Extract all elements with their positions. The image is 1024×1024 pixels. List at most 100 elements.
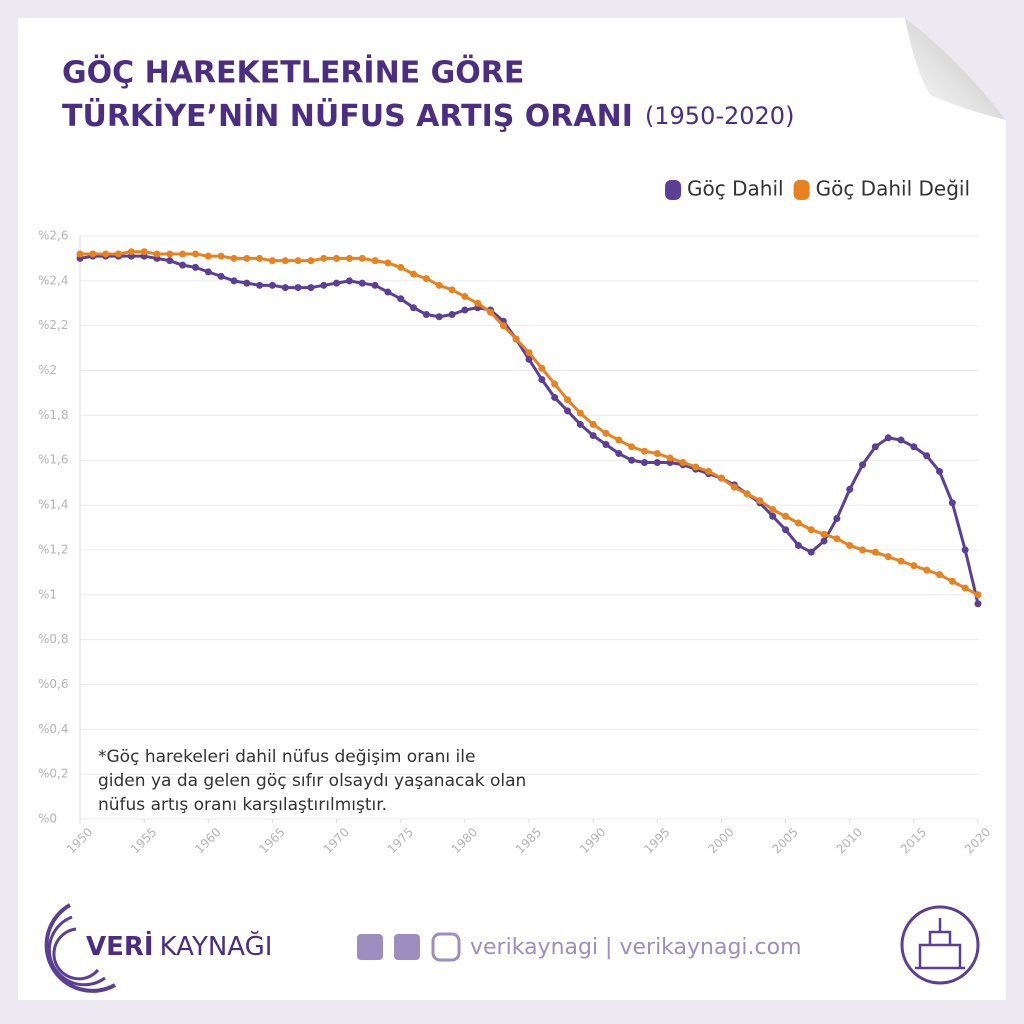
data-point [487, 308, 495, 316]
data-point [307, 257, 315, 265]
data-point [230, 277, 238, 285]
data-point [807, 526, 815, 534]
data-point [410, 270, 418, 278]
y-tick-label: %2,2 [38, 318, 69, 332]
data-point [948, 499, 956, 507]
data-point [358, 279, 366, 287]
data-point [371, 281, 379, 289]
data-point [243, 254, 251, 262]
data-point [204, 252, 212, 260]
y-tick-label: %0,2 [38, 767, 69, 781]
y-tick-label: %2,4 [38, 273, 69, 287]
data-point [320, 254, 328, 262]
data-point [769, 506, 777, 514]
data-point [294, 257, 302, 265]
data-point [666, 454, 674, 462]
footer: VERİ KAYNAĞI verikaynagi | verikaynagi.co… [44, 903, 980, 993]
brand-light: KAYNAĞI [160, 930, 273, 962]
data-point [448, 310, 456, 318]
data-point [576, 409, 584, 417]
data-point [166, 257, 174, 265]
note: nüfus artış oranı karşılaştırılmıştır. [98, 795, 387, 815]
data-point [435, 313, 443, 321]
data-point [936, 571, 944, 579]
data-point [525, 355, 533, 363]
data-point [705, 467, 713, 475]
data-point [653, 450, 661, 458]
twitter-icon[interactable] [394, 934, 420, 960]
data-point [640, 458, 648, 466]
data-point [461, 293, 469, 301]
data-point [525, 349, 533, 357]
data-point [910, 562, 918, 570]
data-point [102, 250, 110, 258]
facebook-icon[interactable] [357, 934, 383, 960]
data-point [371, 257, 379, 265]
data-point [422, 310, 430, 318]
data-point [833, 515, 841, 523]
y-tick-label: %1,2 [38, 542, 69, 556]
data-point [782, 512, 790, 520]
data-point [333, 254, 341, 262]
data-point [76, 250, 84, 258]
data-point [333, 279, 341, 287]
data-point [320, 281, 328, 289]
y-tick-label: %0 [38, 812, 57, 826]
data-point [961, 584, 969, 592]
note: giden ya da gelen göç sıfır olsaydı yaşa… [98, 771, 526, 791]
data-point [833, 535, 841, 543]
logo-arc [52, 927, 100, 981]
legend-swatch [793, 180, 810, 200]
data-point [435, 281, 443, 289]
brand-bold: VERİ [86, 930, 154, 962]
data-point [820, 530, 828, 538]
subtitle: (1950-2020) [645, 102, 795, 130]
data-point [743, 490, 751, 498]
data-point [89, 250, 97, 258]
data-point [422, 275, 430, 283]
data-point [794, 541, 802, 549]
data-point [538, 376, 546, 384]
data-point [256, 254, 264, 262]
data-point [692, 463, 700, 471]
data-point [179, 261, 187, 269]
data-point [602, 441, 610, 449]
legend: Göç Dahil Değil Göç Dahil [665, 177, 970, 201]
data-point [345, 277, 353, 285]
data-point [884, 434, 892, 442]
logo-arc [47, 915, 106, 987]
data-point [730, 483, 738, 491]
data-point [936, 467, 944, 475]
data-point [204, 268, 212, 276]
instagram-icon[interactable] [431, 932, 461, 962]
data-point [499, 322, 507, 330]
data-point [859, 461, 867, 469]
data-point [974, 591, 982, 599]
data-point [563, 407, 571, 415]
y-tick-label: %0,8 [38, 632, 69, 646]
data-point [538, 364, 546, 372]
data-point [563, 396, 571, 404]
data-point [281, 257, 289, 265]
data-point [268, 257, 276, 265]
building-icon [900, 905, 980, 985]
data-point [345, 254, 353, 262]
data-point [846, 485, 854, 493]
data-point [281, 284, 289, 292]
data-point [871, 443, 879, 451]
brand: VERİ KAYNAĞI [86, 930, 272, 962]
data-point [448, 286, 456, 294]
building-icon [915, 918, 965, 970]
data-point [512, 335, 520, 343]
data-point [384, 259, 392, 267]
data-point [615, 450, 623, 458]
data-point [871, 548, 879, 556]
data-point [307, 284, 315, 292]
y-tick-label: %1,4 [38, 498, 69, 512]
data-point [589, 420, 597, 428]
data-point [820, 537, 828, 545]
data-point [807, 548, 815, 556]
data-point [589, 432, 597, 440]
data-point [961, 546, 969, 554]
